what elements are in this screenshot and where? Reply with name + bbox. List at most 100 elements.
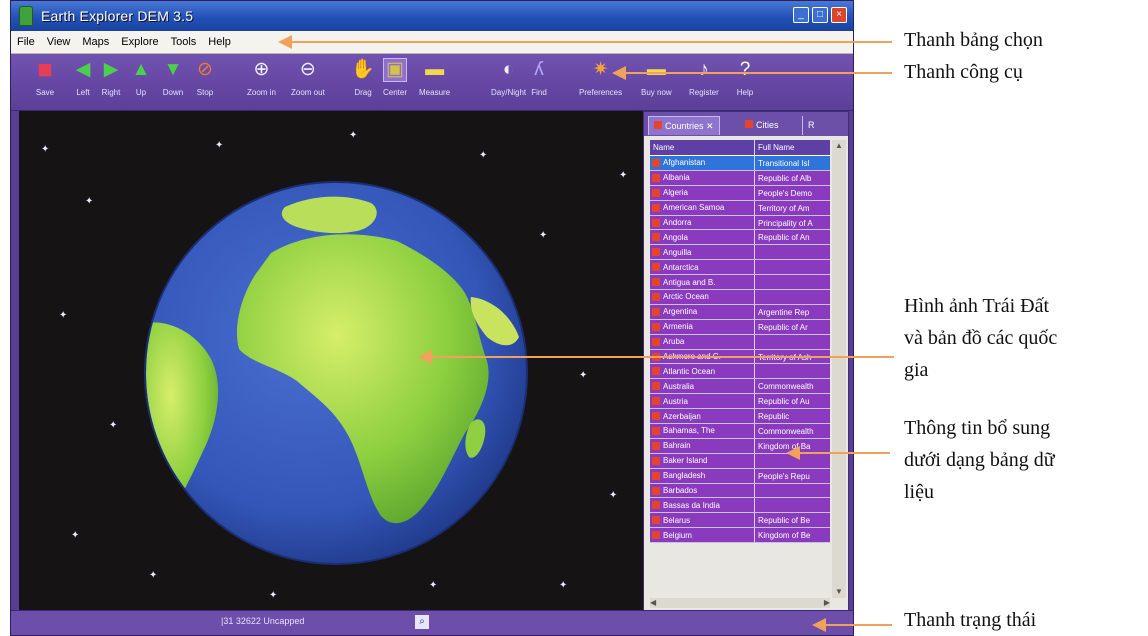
- table-row[interactable]: Barbados: [650, 483, 830, 499]
- country-fullname-cell: Commonwealth: [758, 427, 814, 437]
- find-button[interactable]: ʎ Find: [527, 58, 551, 97]
- table-row[interactable]: Austria Republic of Au: [650, 394, 830, 410]
- table-row[interactable]: American Samoa Territory of Am: [650, 200, 830, 216]
- app-icon: [19, 6, 33, 26]
- flag-icon: [652, 188, 660, 197]
- country-name-cell: Bahamas, The: [650, 424, 755, 438]
- close-button[interactable]: ×: [831, 7, 847, 23]
- table-row[interactable]: Belgium Kingdom of Be: [650, 528, 830, 544]
- flag-icon: [745, 120, 753, 128]
- statusbar-arrow: [826, 624, 892, 626]
- table-row[interactable]: Argentina Argentine Rep: [650, 304, 830, 320]
- scroll-down-icon[interactable]: ▼: [835, 587, 843, 596]
- menu-explore[interactable]: Explore: [121, 36, 159, 48]
- table-row[interactable]: Australia Commonwealth: [650, 379, 830, 395]
- countries-table[interactable]: Name Full Name Afghanistan Transitional I…: [650, 140, 830, 598]
- save-button[interactable]: ◼ Save: [33, 58, 57, 97]
- menu-file[interactable]: File: [17, 36, 35, 48]
- table-row[interactable]: Algeria People's Demo: [650, 185, 830, 201]
- buy-now-button[interactable]: ▬ Buy now: [641, 58, 672, 97]
- table-row[interactable]: Bassas da India: [650, 498, 830, 514]
- table-row[interactable]: Anguilla: [650, 245, 830, 261]
- country-fullname-cell: [755, 290, 830, 304]
- flag-icon: [652, 263, 660, 272]
- help-button[interactable]: ? Help: [733, 58, 757, 97]
- table-row[interactable]: Andorra Principality of A: [650, 215, 830, 231]
- flag-icon: [652, 307, 660, 316]
- table-row[interactable]: Albania Republic of Alb: [650, 170, 830, 186]
- menu-help[interactable]: Help: [208, 36, 231, 48]
- table-row[interactable]: Bahrain Kingdom of Ba: [650, 438, 830, 454]
- flag-icon: [652, 203, 660, 212]
- register-button[interactable]: ♪ Register: [689, 58, 719, 97]
- flag-icon: [652, 397, 660, 406]
- country-name-cell: Antigua and B.: [650, 275, 755, 290]
- search-icon[interactable]: ⌕: [415, 615, 429, 629]
- up-button[interactable]: ▲ Up: [129, 58, 153, 97]
- country-fullname-cell: [755, 335, 830, 349]
- table-row[interactable]: Atlantic Ocean: [650, 364, 830, 380]
- country-fullname-cell: [755, 245, 830, 259]
- minimize-button[interactable]: _: [793, 7, 809, 23]
- horizontal-scrollbar[interactable]: ◀ ▶: [650, 598, 830, 608]
- tab-cities[interactable]: Cities: [740, 116, 784, 135]
- country-name-cell: Antarctica: [650, 260, 755, 275]
- measure-button[interactable]: ▬ Measure: [419, 58, 450, 97]
- toolbar-label: Zoom in: [247, 88, 276, 97]
- left-button[interactable]: ◀ Left: [71, 58, 95, 97]
- country-name-cell: Afghanistan: [650, 156, 755, 170]
- drag-button[interactable]: ✋ Drag: [351, 58, 375, 97]
- zoom-out-button[interactable]: ⊖ Zoom out: [291, 58, 325, 97]
- right-button[interactable]: ▶ Right: [99, 58, 123, 97]
- maximize-button[interactable]: □: [812, 7, 828, 23]
- scroll-up-icon[interactable]: ▲: [835, 141, 843, 150]
- star-icon: ✦: [215, 140, 224, 151]
- country-name-cell: Baker Island: [650, 453, 755, 468]
- hand-icon: ✋: [351, 59, 375, 80]
- star-icon: ✦: [59, 310, 68, 321]
- table-row[interactable]: Azerbaijan Republic: [650, 409, 830, 425]
- stop-button[interactable]: ⊘ Stop: [193, 58, 217, 97]
- table-row[interactable]: Belarus Republic of Be: [650, 513, 830, 529]
- table-header: Name Full Name: [650, 140, 830, 156]
- globe-view[interactable]: ✦✦✦✦✦✦✦✦✦✦✦✦✦✦✦✦✦✦: [19, 111, 649, 611]
- title-bar[interactable]: Earth Explorer DEM 3.5 _ □ ×: [11, 1, 853, 31]
- day-night-button[interactable]: ◐ Day/Night: [491, 58, 526, 97]
- table-row[interactable]: Arctic Ocean: [650, 290, 830, 305]
- panel-tabs: Countries ✕ Cities R: [644, 112, 848, 136]
- column-name[interactable]: Name: [650, 140, 755, 155]
- callout-menubar: Thanh bảng chọn: [904, 29, 1043, 51]
- table-row[interactable]: Afghanistan Transitional Isl: [650, 156, 830, 171]
- menu-maps[interactable]: Maps: [82, 36, 110, 48]
- earth-globe[interactable]: [19, 111, 649, 611]
- globe-rim: [144, 181, 528, 565]
- center-button[interactable]: ▣ Center: [383, 58, 407, 97]
- toolbar-label: Center: [383, 88, 408, 97]
- country-name-cell: Bahrain: [650, 438, 755, 453]
- table-row[interactable]: Armenia Republic of Ar: [650, 319, 830, 335]
- column-full-name[interactable]: Full Name: [758, 143, 795, 152]
- preferences-button[interactable]: ✷ Preferences: [579, 58, 622, 97]
- scroll-left-icon[interactable]: ◀: [650, 598, 657, 607]
- table-row[interactable]: Antarctica: [650, 260, 830, 276]
- tab-more[interactable]: R: [802, 116, 820, 135]
- africa-landmass: [236, 234, 489, 524]
- zoom-in-icon: ⊕: [253, 59, 270, 80]
- table-row[interactable]: Angola Republic of An: [650, 230, 830, 246]
- table-row[interactable]: Baker Island: [650, 453, 830, 469]
- table-row[interactable]: Aruba: [650, 334, 830, 350]
- star-icon: ✦: [41, 144, 50, 155]
- vertical-scrollbar[interactable]: ▲ ▼: [832, 140, 846, 598]
- flag-icon: [652, 412, 660, 421]
- menu-tools[interactable]: Tools: [170, 36, 197, 48]
- tab-countries[interactable]: Countries ✕: [648, 116, 720, 135]
- zoom-in-button[interactable]: ⊕ Zoom in: [247, 58, 276, 97]
- down-button[interactable]: ▼ Down: [161, 58, 185, 97]
- table-row[interactable]: Bangladesh People's Repu: [650, 468, 830, 484]
- menu-view[interactable]: View: [46, 36, 71, 48]
- table-row[interactable]: Antigua and B.: [650, 275, 830, 291]
- toolbar-label: Help: [736, 88, 754, 97]
- scroll-right-icon[interactable]: ▶: [823, 598, 830, 607]
- table-row[interactable]: Bahamas, The Commonwealth: [650, 424, 830, 439]
- star-icon: ✦: [349, 130, 358, 141]
